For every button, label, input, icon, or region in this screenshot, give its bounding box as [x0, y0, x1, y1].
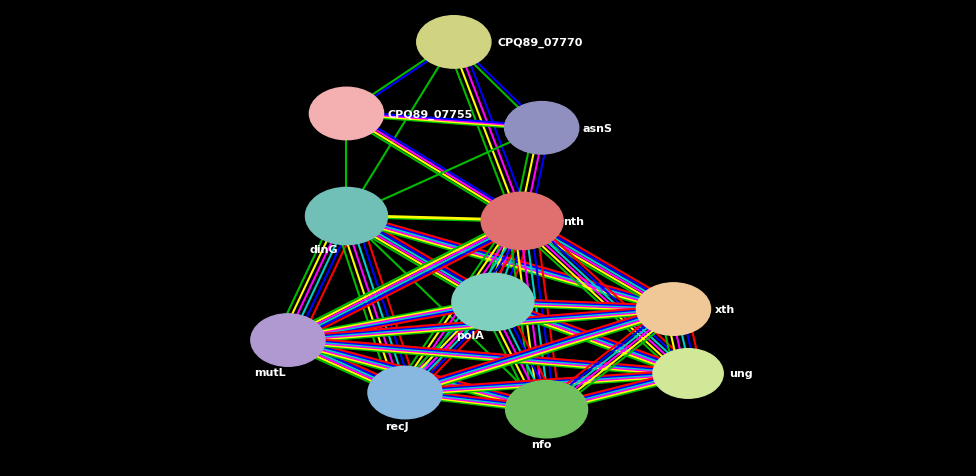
Text: dinG: dinG	[309, 245, 338, 255]
Text: mutL: mutL	[254, 368, 285, 377]
Text: recJ: recJ	[386, 421, 409, 431]
Text: xth: xth	[714, 305, 735, 314]
Ellipse shape	[506, 381, 588, 438]
Ellipse shape	[481, 193, 563, 250]
Text: CPQ89_07755: CPQ89_07755	[387, 109, 472, 119]
Text: nth: nth	[563, 217, 585, 226]
Text: ung: ung	[729, 369, 752, 378]
Text: asnS: asnS	[583, 124, 613, 133]
Ellipse shape	[636, 283, 711, 336]
Text: nfo: nfo	[531, 439, 551, 448]
Ellipse shape	[251, 314, 325, 367]
Ellipse shape	[417, 17, 491, 69]
Ellipse shape	[368, 367, 442, 419]
Ellipse shape	[653, 349, 723, 398]
Ellipse shape	[452, 274, 534, 331]
Text: CPQ89_07770: CPQ89_07770	[498, 38, 583, 48]
Ellipse shape	[505, 102, 579, 155]
Text: polA: polA	[456, 331, 484, 340]
Ellipse shape	[309, 88, 384, 140]
Ellipse shape	[305, 188, 387, 245]
